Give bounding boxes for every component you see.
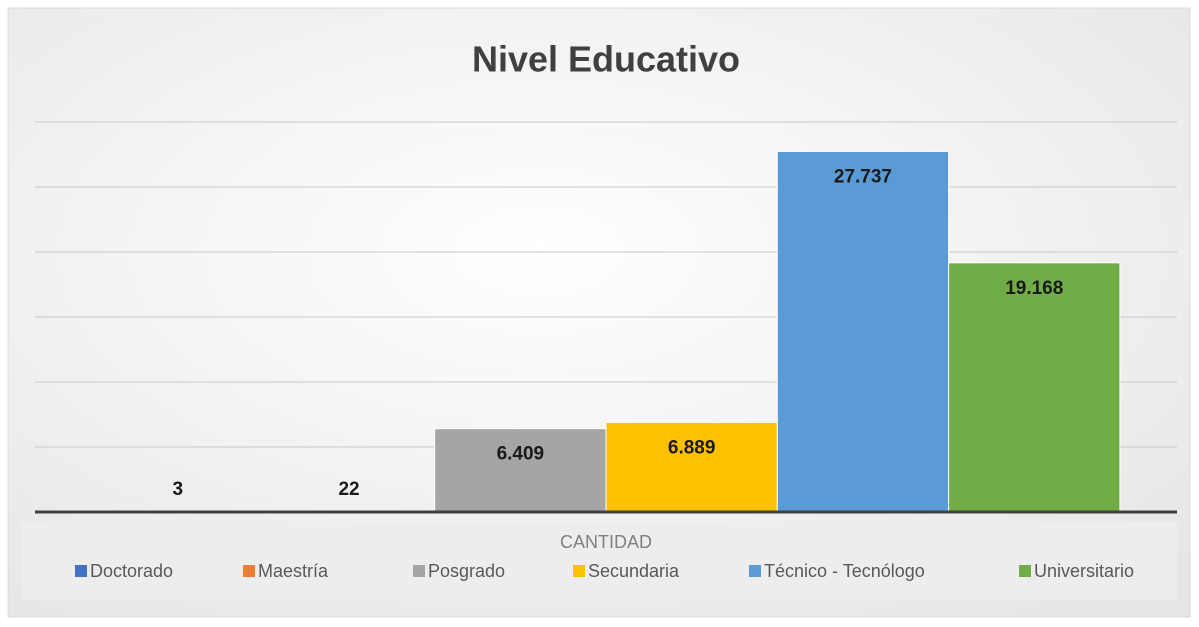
legend-swatch [75, 565, 87, 577]
legend-label: Universitario [1034, 561, 1134, 581]
data-label: 6.409 [497, 444, 545, 465]
data-label: 3 [172, 479, 183, 500]
data-label: 19.168 [1005, 278, 1063, 299]
legend-swatch [573, 565, 585, 577]
legend-label: Secundaria [588, 561, 680, 581]
data-label: 22 [338, 479, 359, 500]
legend-label: Maestría [258, 561, 329, 581]
legend-swatch [1019, 565, 1031, 577]
legend-label: Posgrado [428, 561, 505, 581]
bar [605, 421, 778, 513]
bar [948, 262, 1121, 513]
legend-label: Técnico - Tecnólogo [764, 561, 925, 581]
legend-label: Doctorado [90, 561, 173, 581]
data-label: 27.737 [834, 166, 892, 187]
chart-title: Nivel Educativo [472, 39, 740, 80]
legend-swatch [243, 565, 255, 577]
x-tick-label: CANTIDAD [560, 532, 652, 552]
legend-area [22, 522, 1177, 600]
data-label: 6.889 [668, 437, 716, 458]
bar [434, 428, 607, 513]
legend-swatch [749, 565, 761, 577]
bar [776, 150, 950, 513]
legend-swatch [413, 565, 425, 577]
